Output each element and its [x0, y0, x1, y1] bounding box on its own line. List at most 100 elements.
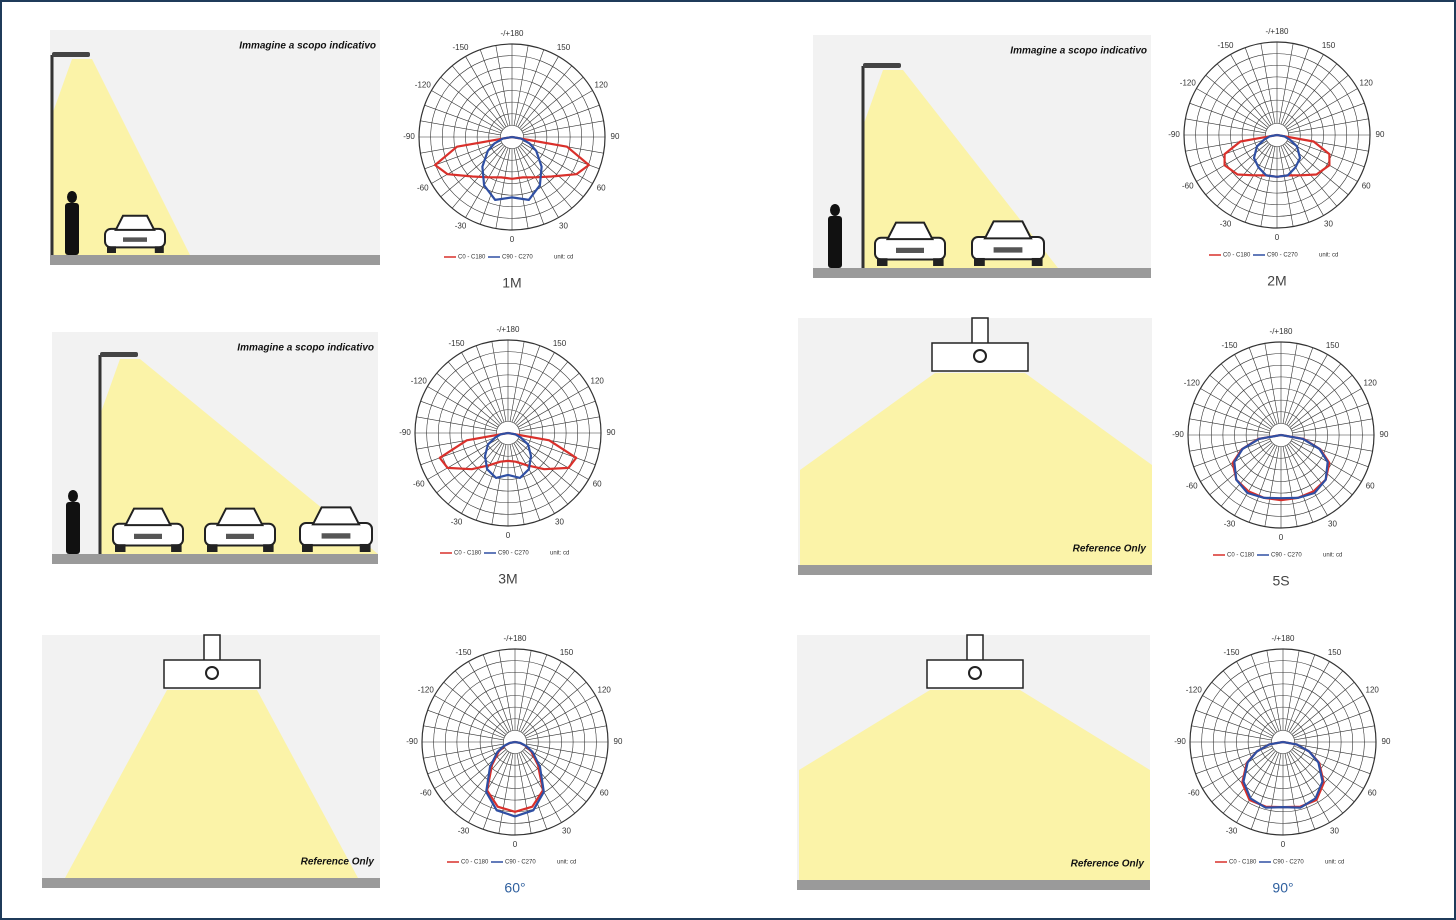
polar-curve	[1242, 740, 1324, 809]
person-body	[828, 216, 842, 268]
pole	[98, 355, 102, 554]
polar-spoke	[495, 148, 511, 229]
angle-label: -120	[418, 686, 435, 695]
person-body	[66, 502, 80, 554]
polar-spoke	[1196, 88, 1268, 130]
ground	[813, 268, 1151, 278]
polar-spoke	[525, 745, 603, 775]
angle-label: -90	[399, 428, 411, 437]
car-grille	[134, 533, 162, 539]
polar-spoke	[516, 440, 580, 494]
legend-entry: C0 - C180	[1229, 860, 1257, 866]
person-head	[830, 204, 840, 216]
angle-label: -30	[1226, 826, 1238, 835]
polar-spoke	[1284, 347, 1314, 425]
car-roof	[311, 506, 361, 526]
polar-spoke	[420, 436, 498, 466]
polar-spoke	[1209, 442, 1273, 496]
polar-spoke	[479, 147, 509, 225]
angle-label: -150	[455, 648, 472, 657]
polar-spoke	[1216, 63, 1270, 127]
legend-entry: C90 - C270	[505, 860, 536, 866]
polar-spoke	[509, 444, 525, 525]
polar-spoke	[516, 372, 580, 426]
polar-spoke	[1200, 388, 1272, 430]
angle-label: 120	[1364, 379, 1378, 388]
legend-entry: C90 - C270	[1267, 253, 1298, 259]
polar-spoke	[1191, 725, 1272, 741]
polar-spoke	[1288, 118, 1369, 134]
angle-label: 60	[593, 480, 602, 489]
polar-spoke	[491, 341, 507, 422]
angle-label: -90	[403, 132, 415, 141]
polar-spoke	[1230, 54, 1272, 126]
illustration-note: Immagine a scopo indicativo	[237, 343, 374, 354]
polar-spoke	[431, 90, 503, 132]
polar-spoke	[1250, 654, 1280, 732]
angle-label: -/+180	[1270, 327, 1293, 336]
polar-spoke	[423, 725, 504, 741]
polar-spoke	[1294, 743, 1375, 759]
car-roof	[123, 507, 173, 527]
polar-spoke	[523, 120, 604, 136]
polar-spoke	[1287, 102, 1365, 132]
angle-label: -/+180	[1266, 27, 1289, 36]
angle-label: 60	[600, 789, 609, 798]
legend-unit: unit: cd	[1325, 860, 1344, 866]
polar-spoke	[517, 146, 559, 218]
polar-curve	[481, 135, 543, 201]
polar-spoke	[447, 361, 501, 425]
angle-label: 30	[1324, 219, 1333, 228]
polar-spoke	[1236, 751, 1278, 823]
polar-spoke	[1280, 47, 1310, 125]
light-beam	[65, 690, 358, 878]
angle-label: 150	[560, 648, 574, 657]
polar-spoke	[1284, 753, 1300, 834]
panel: Immagine a scopo indicativo -/+180 150 120 9…	[50, 29, 620, 291]
angle-label: -150	[1223, 648, 1240, 657]
polar-spoke	[1282, 144, 1324, 216]
angle-label: 0	[1279, 533, 1284, 542]
polar-spoke	[1244, 145, 1274, 223]
polar-spoke	[1285, 74, 1349, 128]
polar-spoke	[468, 661, 510, 733]
polar-spoke	[1195, 709, 1273, 739]
car-roof	[983, 220, 1033, 240]
legend-entry: C90 - C270	[498, 551, 529, 557]
polar-spoke	[1266, 753, 1282, 834]
angle-label: 120	[1360, 79, 1374, 88]
legend-entry: C90 - C270	[502, 255, 533, 261]
polar-spoke	[1202, 695, 1274, 737]
polar-spoke	[1220, 363, 1274, 427]
polar-spoke	[522, 750, 576, 814]
car-wheel	[115, 544, 126, 552]
polar-spoke	[461, 352, 503, 424]
pole	[861, 66, 865, 268]
polar-spoke	[454, 750, 508, 814]
polar-spoke	[465, 146, 507, 218]
panel: Immagine a scopo indicativo -/+180 150 120 9…	[52, 325, 616, 587]
polar-spoke	[1286, 354, 1328, 426]
polar-spoke	[522, 670, 576, 734]
angle-label: -120	[411, 377, 428, 386]
polar-spoke	[1260, 43, 1276, 124]
polar-spoke	[427, 386, 499, 428]
polar-spoke	[1248, 445, 1278, 523]
polar-spoke	[520, 661, 562, 733]
caption: 3M	[498, 571, 517, 587]
polar-spoke	[1290, 750, 1344, 814]
legend-entry: C0 - C180	[1227, 553, 1255, 559]
illustration-note: Immagine a scopo indicativo	[239, 41, 376, 52]
angle-label: 0	[513, 840, 518, 849]
angle-label: -60	[1186, 482, 1198, 491]
car-wheel	[359, 543, 371, 552]
light-beam	[100, 359, 378, 554]
angle-label: 60	[1366, 482, 1375, 491]
angle-label: -90	[1168, 130, 1180, 139]
polar-spoke	[515, 441, 569, 505]
polar-spoke	[518, 400, 596, 430]
polar-spoke	[491, 444, 507, 525]
polar-spoke	[515, 49, 545, 127]
polar-spoke	[526, 743, 607, 759]
angle-label: 90	[1382, 737, 1391, 746]
